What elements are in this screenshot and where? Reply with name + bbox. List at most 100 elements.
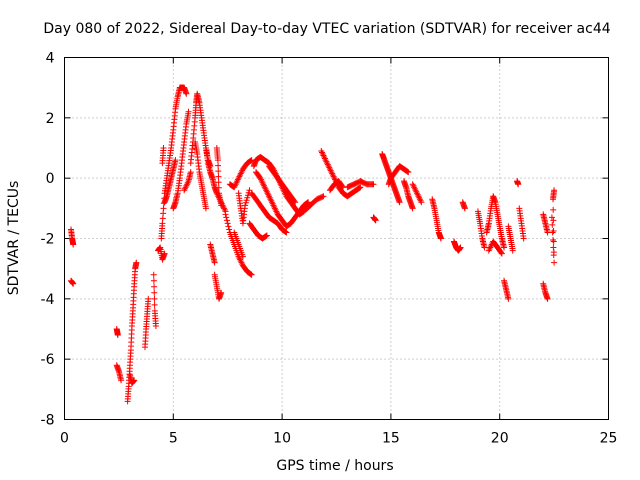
data-point: [242, 202, 249, 209]
data-point: [263, 232, 270, 239]
data-point: [550, 227, 557, 234]
data-point: [418, 199, 425, 206]
data-point: [549, 221, 556, 228]
data-point: [263, 232, 270, 239]
data-point: [498, 250, 505, 257]
data-point: [70, 280, 77, 287]
data-point: [291, 198, 298, 205]
data-point: [160, 145, 167, 151]
y-tick-label: 0: [46, 171, 55, 187]
data-point: [481, 244, 488, 251]
data-point: [409, 205, 416, 212]
x-tick-label: 25: [600, 431, 618, 447]
chart-title: Day 080 of 2022, Sidereal Day-to-day VTE…: [43, 21, 610, 37]
data-point: [282, 228, 289, 235]
data-point: [404, 168, 411, 175]
data-point: [515, 181, 522, 188]
x-tick-labels: 0 5 10 15 20 25: [60, 431, 617, 447]
data-point: [202, 205, 209, 212]
data-point: [457, 244, 464, 251]
data-point: [187, 169, 194, 176]
data-point: [356, 184, 363, 191]
data-point: [548, 214, 555, 221]
data-point: [223, 217, 230, 224]
data-point: [133, 259, 140, 266]
data-point: [215, 179, 222, 186]
y-tick-label: -8: [41, 413, 55, 429]
data-point: [282, 228, 289, 235]
data-point: [305, 199, 312, 206]
data-point: [150, 277, 157, 284]
data-point: [461, 205, 468, 212]
y-tick-labels: -8 -6 -4 -2 0 2 4: [41, 51, 55, 429]
data-point: [357, 184, 364, 191]
data-point: [304, 199, 311, 206]
data-point: [245, 189, 252, 196]
data-point: [550, 217, 557, 224]
data-point: [303, 200, 310, 207]
data-point: [118, 377, 125, 384]
data-point: [215, 184, 222, 191]
plot-frame: [64, 57, 609, 420]
y-axis-label: SDTVAR / TECUs: [6, 181, 22, 296]
y-tick-label: 2: [46, 111, 55, 127]
y-tick-label: -4: [41, 292, 55, 308]
data-point: [242, 199, 249, 206]
data-point: [550, 237, 557, 244]
data-point: [161, 250, 168, 257]
data-points: [68, 84, 558, 405]
data-point: [215, 173, 222, 180]
data-point: [544, 295, 551, 302]
data-point: [550, 206, 557, 213]
data-point: [550, 244, 557, 251]
data-point: [509, 247, 516, 254]
data-point: [114, 332, 121, 339]
x-axis-label: GPS time / hours: [276, 458, 393, 474]
data-point: [152, 322, 159, 329]
data-point: [320, 193, 327, 200]
data-point: [372, 217, 379, 224]
y-tick-label: 4: [46, 51, 55, 67]
data-point: [159, 220, 166, 227]
data-point: [396, 199, 403, 206]
data-point: [355, 185, 362, 192]
data-point: [172, 157, 179, 164]
x-tick-label: 10: [273, 431, 291, 447]
data-point: [550, 249, 557, 256]
data-point: [505, 295, 512, 302]
data-point: [215, 168, 222, 175]
x-tick-label: 5: [169, 431, 178, 447]
data-point: [551, 259, 558, 266]
data-point: [501, 244, 508, 251]
data-point: [339, 183, 346, 190]
data-point: [131, 377, 138, 384]
data-point: [151, 301, 158, 308]
data-point: [405, 169, 412, 176]
data-point: [145, 295, 152, 302]
data-point: [211, 259, 218, 266]
data-point: [160, 205, 167, 212]
data-point: [224, 220, 231, 227]
data-point: [551, 187, 558, 194]
grid: [64, 57, 609, 420]
data-point: [246, 187, 253, 194]
data-point: [223, 214, 230, 221]
data-point: [185, 108, 192, 115]
data-point: [207, 163, 214, 170]
y-tick-label: -2: [41, 232, 55, 248]
x-tick-label: 0: [60, 431, 69, 447]
data-point: [222, 211, 229, 218]
data-point: [218, 202, 225, 209]
data-point: [247, 270, 254, 277]
data-point: [437, 235, 444, 242]
data-point: [226, 226, 233, 233]
data-point: [160, 210, 167, 217]
data-point: [283, 229, 290, 236]
data-point: [498, 249, 505, 256]
data-point: [403, 168, 410, 175]
data-point: [239, 253, 246, 260]
data-point: [544, 229, 551, 236]
data-point: [247, 271, 254, 278]
x-tick-label: 20: [491, 431, 509, 447]
data-point: [151, 289, 158, 296]
